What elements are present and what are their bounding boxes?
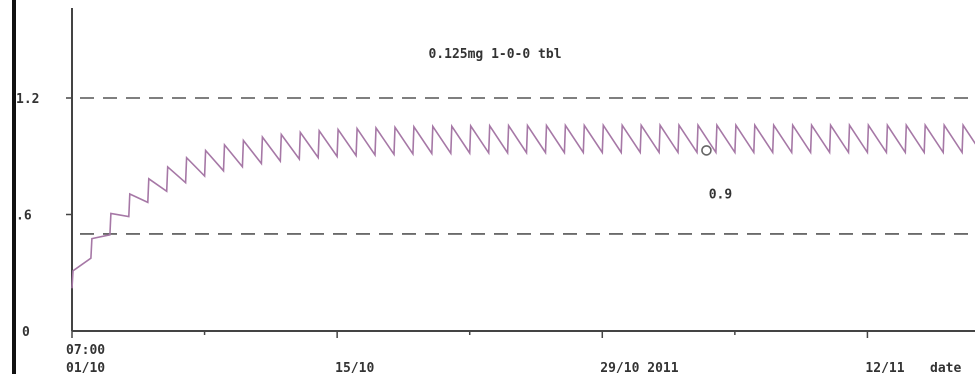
x-tick-label-date: 15/10 (335, 361, 374, 374)
x-axis-label: date (930, 361, 961, 374)
x-tick-label-date: 29/10 2011 (600, 361, 678, 374)
marker-value-label: 0.9 (709, 187, 732, 202)
x-tick-label-date: 01/10 (66, 361, 105, 374)
y-tick-label: 1.2 (16, 92, 39, 107)
data-point-marker (701, 145, 712, 156)
y-tick-label: 0 (22, 325, 30, 340)
concentration-series-line (71, 122, 975, 289)
x-tick-label-date: 12/11 (865, 361, 904, 374)
y-tick-label: .6 (16, 209, 32, 224)
chart-title: 0.125mg 1-0-0 tbl (428, 47, 561, 62)
x-tick-label-time: 07:00 (66, 343, 105, 358)
